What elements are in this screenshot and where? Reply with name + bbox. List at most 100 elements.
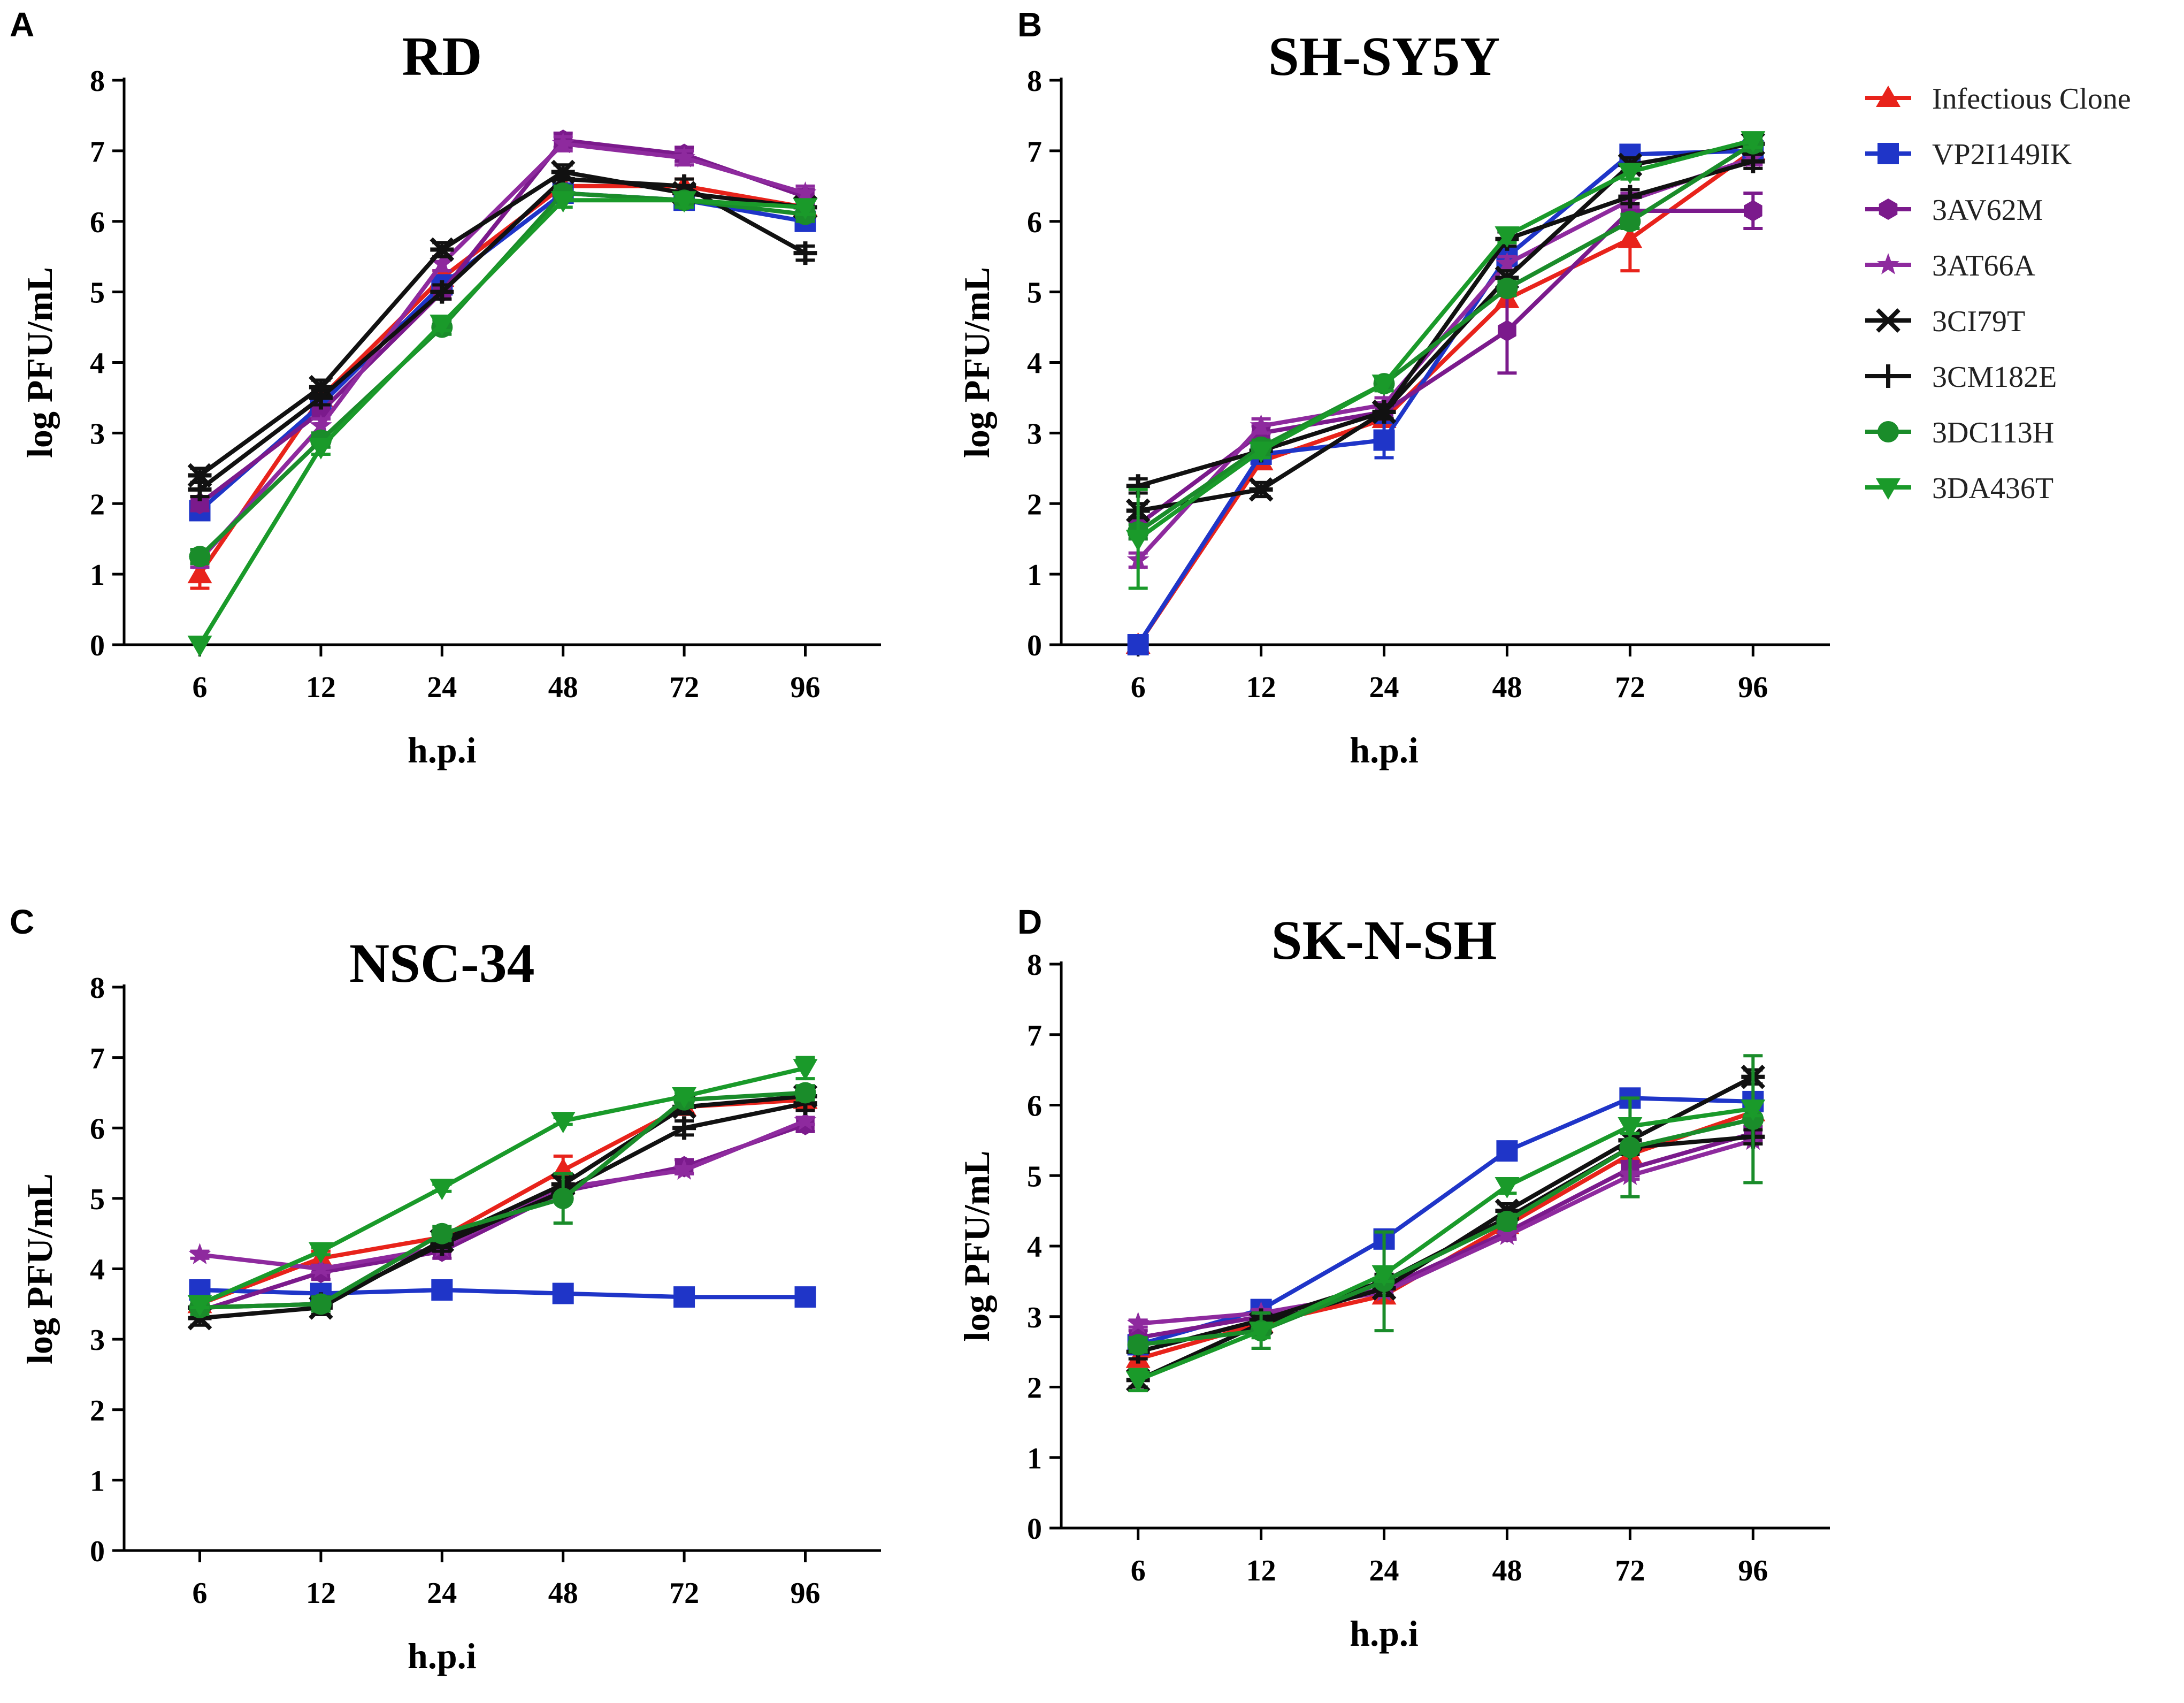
triangle-up-marker [187,562,212,584]
triangle-up-marker [1876,86,1901,107]
series-line [1138,1138,1754,1326]
square-marker [552,1282,574,1304]
y-tick-label: 6 [90,206,105,239]
square-marker [431,1279,453,1301]
star-marker [673,1158,695,1180]
plus-marker [793,241,817,265]
y-axis-label: log PFU/mL [956,267,997,458]
circle-marker [1127,1334,1149,1356]
triangle-down-marker [1495,226,1520,248]
hexagon-marker [1879,198,1898,220]
triangle-up-marker [1618,226,1643,248]
triangle-down-marker [187,1295,212,1317]
x-tick-label: 24 [427,1577,457,1610]
star-marker [431,251,454,273]
y-tick-label: 0 [90,629,105,662]
y-tick-label: 2 [90,488,105,521]
square-marker [673,1286,695,1308]
x-tick-label: 24 [1369,671,1399,704]
y-tick-label: 3 [90,1324,105,1357]
legend-item: 3AT66A [1865,249,2035,282]
x-axis-label: h.p.i [1350,1613,1419,1654]
chart-title: NSC-34 [349,933,535,994]
hexagon-marker [190,493,209,515]
plus-marker [430,280,454,304]
x-tick-label: 96 [791,671,821,704]
star-marker [1496,251,1519,273]
plus-marker [1618,185,1642,209]
plus-marker [1876,364,1900,388]
series-line [198,177,807,492]
circle-marker [1878,421,1899,442]
triangle-down-marker [1248,1322,1274,1343]
triangle-down-marker [430,314,455,336]
x-tick-label: 24 [1369,1554,1399,1587]
series-line [1137,142,1754,534]
triangle-down-marker [430,1179,455,1201]
triangle-down-marker [1248,441,1274,463]
triangle-down-marker [308,438,333,460]
series-line [1137,1106,1753,1383]
y-axis-label: log PFU/mL [19,1173,60,1364]
x-axis-label: h.p.i [408,1636,477,1676]
x-tick-label: 12 [306,1577,336,1610]
plus-marker [1372,400,1396,424]
legend-label: 3AV62M [1932,194,2043,227]
series-line [198,1066,806,1306]
legend-label: Infectious Clone [1932,82,2131,116]
square-marker [1373,429,1395,451]
triangle-down-marker [793,198,818,220]
y-tick-label: 3 [1027,417,1042,450]
chart-title: SK-N-SH [1271,910,1497,971]
circle-marker [552,1187,574,1209]
y-tick-label: 1 [1027,1442,1042,1475]
series-line [199,1122,806,1313]
square-marker [794,1286,816,1308]
triangle-down-marker [793,1059,818,1081]
circle-marker [1619,1136,1641,1158]
x-tick-label: 48 [1492,1554,1522,1587]
x-tick-label: 96 [791,1577,821,1610]
star-marker [1127,1311,1150,1333]
y-tick-label: 6 [90,1112,105,1145]
series-line [1136,148,1753,646]
circle-marker [1619,210,1641,232]
series-3da436t [1125,1099,1766,1393]
star-marker [551,132,574,154]
series-line [198,184,806,576]
triangle-down-marker [308,1242,333,1264]
circle-marker [794,1082,816,1104]
y-tick-label: 4 [90,1254,105,1287]
y-tick-label: 7 [90,1042,105,1075]
hexagon-marker [1498,320,1516,342]
x-tick-label: 96 [1738,1554,1768,1587]
y-tick-label: 0 [90,1535,105,1568]
chart-title: RD [402,26,482,87]
y-tick-label: 7 [1027,135,1042,169]
x-axis-label: h.p.i [1350,730,1419,770]
legend-item: 3DC113H [1865,416,2054,449]
legend-label: 3AT66A [1932,249,2035,282]
triangle-down-marker [187,636,212,657]
circle-marker [189,546,211,568]
x-tick-label: 6 [1131,1554,1146,1587]
star-marker [1250,414,1273,436]
x-tick-label: 6 [1131,671,1146,704]
circle-marker [431,1223,453,1244]
x-tick-label: 72 [1615,671,1645,704]
y-tick-label: 6 [1027,1090,1042,1123]
panel-letter: A [10,5,34,44]
star-marker [673,146,695,167]
y-tick-label: 6 [1027,206,1042,239]
series-line [1138,141,1753,513]
x-tick-label: 48 [548,1577,578,1610]
y-tick-label: 4 [90,347,105,380]
axis-lines [122,78,881,646]
triangle-down-marker [1741,131,1766,153]
star-marker [1496,1224,1519,1245]
circle-marker [1496,1210,1518,1232]
y-tick-label: 0 [1027,629,1042,662]
